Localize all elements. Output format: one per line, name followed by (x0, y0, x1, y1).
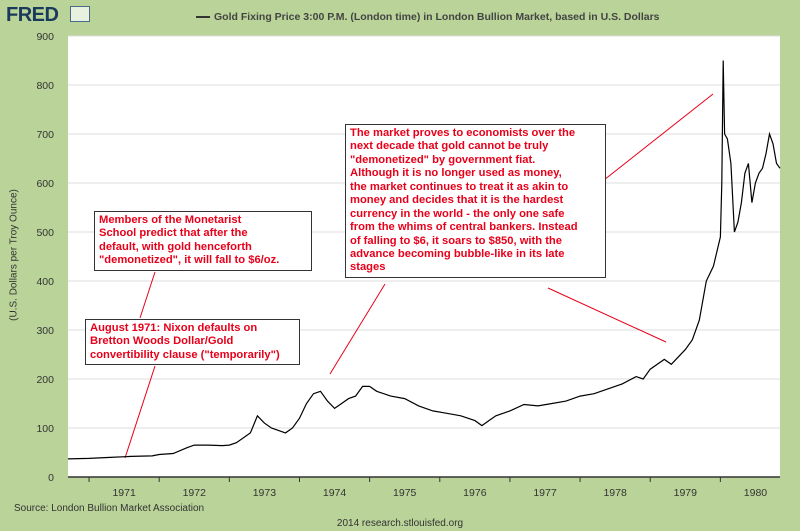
title-text: Gold Fixing Price 3:00 P.M. (London time… (214, 11, 660, 23)
x-tick-label: 1976 (463, 487, 487, 499)
x-tick-label: 1978 (603, 487, 627, 499)
y-tick-label: 800 (36, 80, 54, 92)
y-tick-labels: 0 100 200 300 400 500 600 700 800 900 (36, 31, 54, 484)
y-tick-label: 400 (36, 276, 54, 288)
y-tick-label: 200 (36, 374, 54, 386)
x-tick-label: 1973 (253, 487, 277, 499)
annotation-monetarist: Members of the Monetarist School predict… (94, 211, 312, 271)
source-text: Source: London Bullion Market Associatio… (14, 503, 205, 514)
legend-line-swatch (196, 16, 210, 19)
y-tick-label: 500 (36, 227, 54, 239)
annotation-nixon: August 1971: Nixon defaults on Bretton W… (85, 319, 300, 366)
y-tick-label: 700 (36, 129, 54, 141)
leader-line (603, 93, 714, 181)
leader-line (547, 287, 667, 343)
x-tick-label: 1975 (393, 487, 417, 499)
fred-graph-icon (70, 6, 90, 22)
annotation-market: The market proves to economists over the… (345, 124, 606, 278)
x-tick-label: 1977 (533, 487, 557, 499)
annotation-leader-lines (124, 93, 714, 459)
gold-price-line (67, 60, 781, 460)
chart-title: Gold Fixing Price 3:00 P.M. (London time… (196, 11, 660, 23)
x-tick-labels: 1971 1972 1973 1974 1975 1976 1977 1978 1979 1980 (88, 477, 768, 499)
x-tick-label: 1979 (674, 487, 698, 499)
y-tick-label: 300 (36, 325, 54, 337)
x-tick-label: 1971 (112, 487, 136, 499)
x-tick-label: 1980 (744, 487, 768, 499)
leader-line (139, 271, 156, 319)
y-tick-label: 100 (36, 423, 54, 435)
leader-line (124, 365, 156, 459)
leader-line (329, 283, 386, 375)
x-tick-label: 1974 (323, 487, 347, 499)
x-tick-label: 1972 (183, 487, 207, 499)
y-tick-label: 900 (36, 31, 54, 43)
y-tick-label: 0 (48, 472, 54, 484)
y-tick-label: 600 (36, 178, 54, 190)
footer-credit: 2014 research.stlouisfed.org (336, 518, 464, 529)
fred-logo: FRED (6, 4, 59, 26)
